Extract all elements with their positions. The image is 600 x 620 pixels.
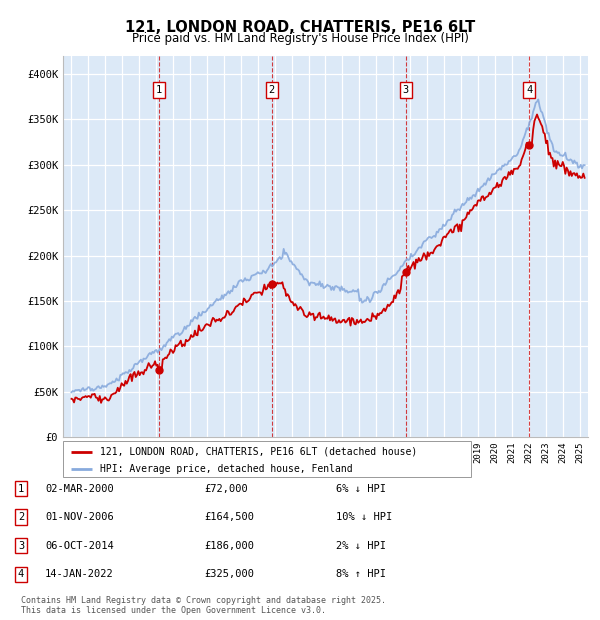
Text: 3: 3 xyxy=(18,541,24,551)
Text: 06-OCT-2014: 06-OCT-2014 xyxy=(45,541,114,551)
Text: 3: 3 xyxy=(403,86,409,95)
Text: 8% ↑ HPI: 8% ↑ HPI xyxy=(336,569,386,579)
Text: 4: 4 xyxy=(18,569,24,579)
Text: 1: 1 xyxy=(18,484,24,494)
Text: 4: 4 xyxy=(526,86,533,95)
Text: 2: 2 xyxy=(18,512,24,522)
Text: 2% ↓ HPI: 2% ↓ HPI xyxy=(336,541,386,551)
FancyBboxPatch shape xyxy=(63,441,471,477)
Text: £164,500: £164,500 xyxy=(204,512,254,522)
Text: 02-MAR-2000: 02-MAR-2000 xyxy=(45,484,114,494)
Text: 6% ↓ HPI: 6% ↓ HPI xyxy=(336,484,386,494)
Text: 10% ↓ HPI: 10% ↓ HPI xyxy=(336,512,392,522)
Text: 14-JAN-2022: 14-JAN-2022 xyxy=(45,569,114,579)
Text: 121, LONDON ROAD, CHATTERIS, PE16 6LT: 121, LONDON ROAD, CHATTERIS, PE16 6LT xyxy=(125,20,475,35)
Text: £325,000: £325,000 xyxy=(204,569,254,579)
Text: Price paid vs. HM Land Registry's House Price Index (HPI): Price paid vs. HM Land Registry's House … xyxy=(131,32,469,45)
Text: £72,000: £72,000 xyxy=(204,484,248,494)
Text: 2: 2 xyxy=(269,86,275,95)
Text: 1: 1 xyxy=(156,86,162,95)
Text: Contains HM Land Registry data © Crown copyright and database right 2025.
This d: Contains HM Land Registry data © Crown c… xyxy=(21,596,386,615)
Text: 121, LONDON ROAD, CHATTERIS, PE16 6LT (detached house): 121, LONDON ROAD, CHATTERIS, PE16 6LT (d… xyxy=(100,446,417,456)
Text: HPI: Average price, detached house, Fenland: HPI: Average price, detached house, Fenl… xyxy=(100,464,352,474)
Text: £186,000: £186,000 xyxy=(204,541,254,551)
Text: 01-NOV-2006: 01-NOV-2006 xyxy=(45,512,114,522)
